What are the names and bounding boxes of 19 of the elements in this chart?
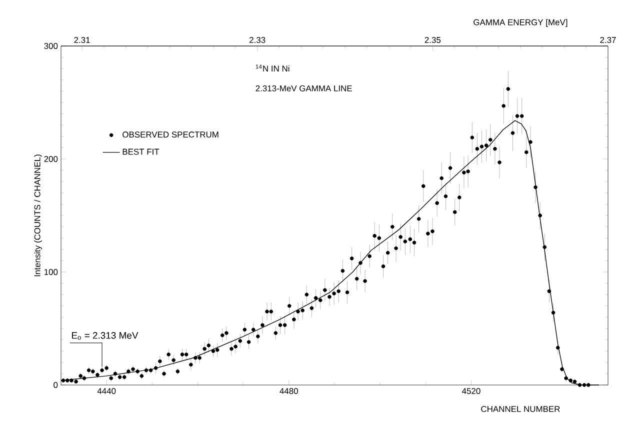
y-tick-label: 200 [44,156,58,162]
x-tick-label: 4440 [97,388,116,394]
x2-axis-title: GAMMA ENERGY [MeV] [474,19,568,27]
x2-tick-label: 2.35 [424,36,441,43]
x2-tick-label: 2.33 [250,36,266,43]
annotation: 2.313-MeV GAMMA LINE [256,85,352,92]
y-tick-label: 100 [44,269,58,275]
x2-tick-label: 2.31 [74,36,90,43]
annotation: $^{14}$N IN Ni [256,64,290,72]
x-tick-label: 4520 [462,388,480,394]
x-tick-label: 4480 [280,388,298,394]
x-axis-title: CHANNEL NUMBER [481,406,560,412]
y-tick-label: 300 [44,43,58,49]
legend-label: BEST FIT [122,148,160,155]
y-axis-title: Intensity (COUNTS / CHANNEL) [34,154,42,276]
x2-tick-label: 2.37 [600,36,616,43]
legend-label: OBSERVED SPECTRUM [122,132,218,138]
y-tick-label: 0 [54,382,58,388]
annotation: E$_{o}$ = 2.313 MeV [72,332,138,340]
